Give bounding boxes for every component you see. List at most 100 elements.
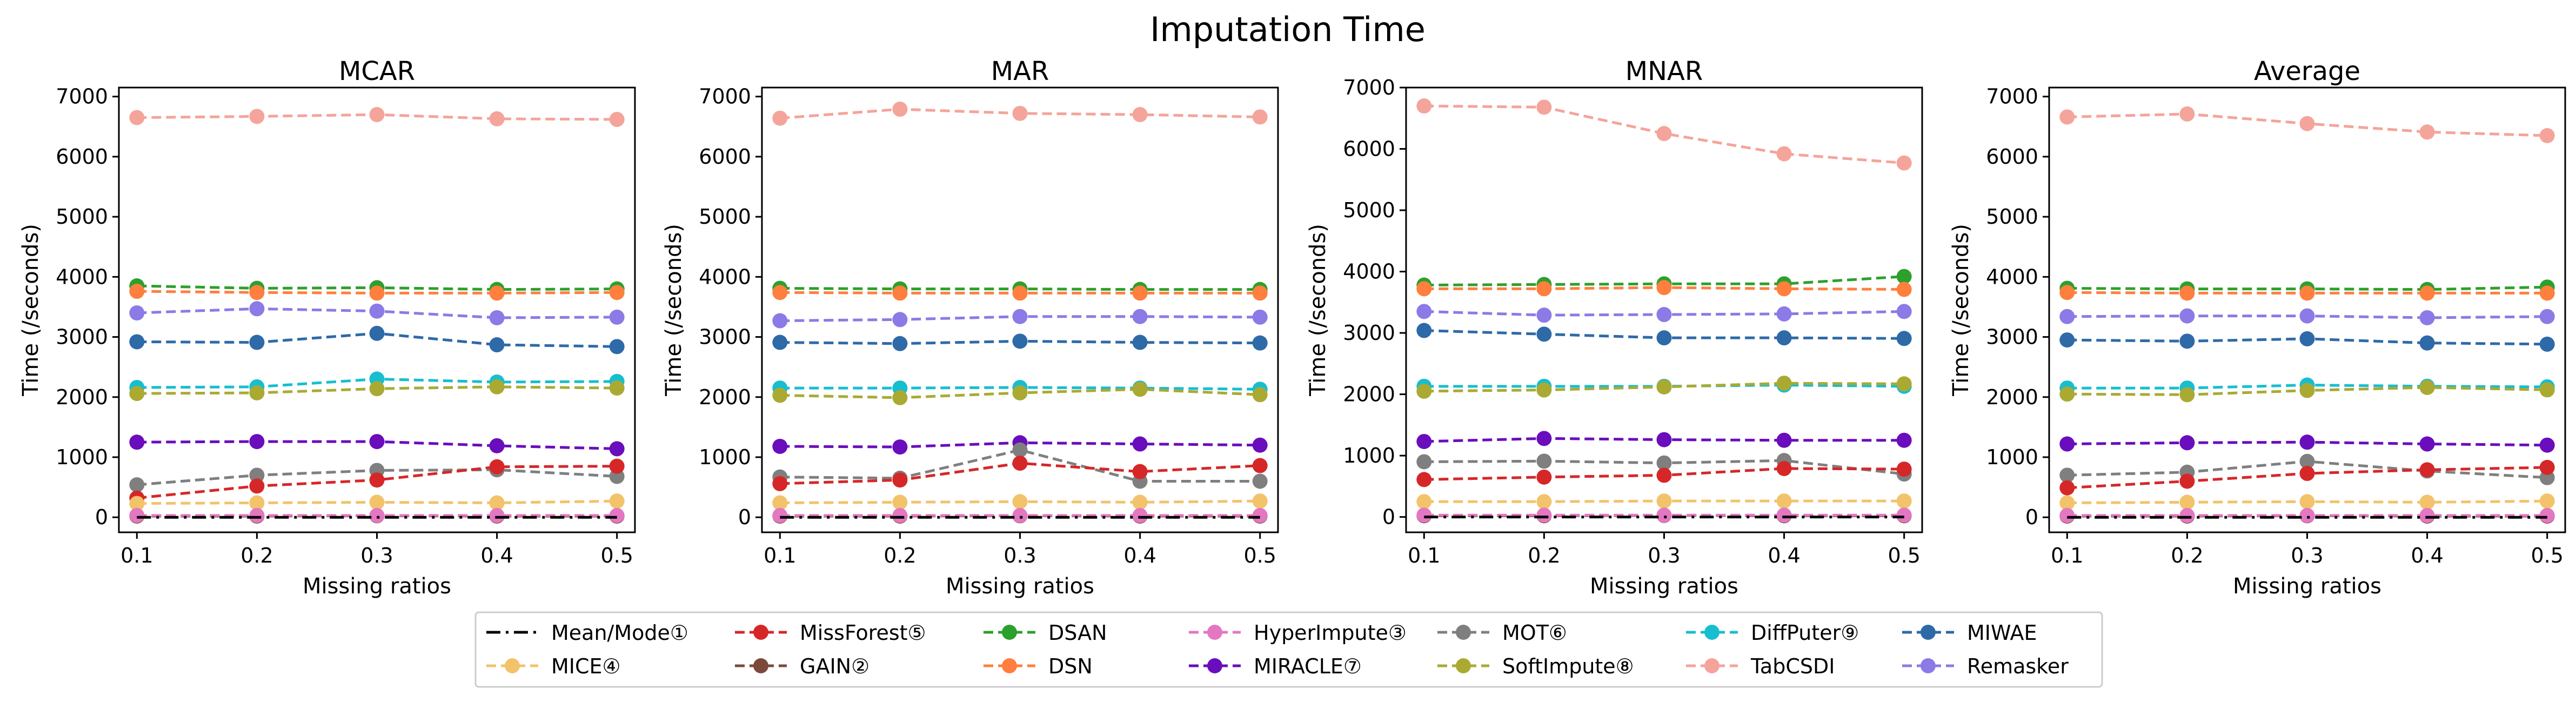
data-point-dsn bbox=[1252, 285, 1268, 301]
data-point-missforest bbox=[892, 472, 908, 488]
series-hyperimpute bbox=[129, 507, 625, 523]
data-point-missforest bbox=[489, 459, 505, 474]
y-tick-label: 6000 bbox=[699, 145, 751, 169]
data-point-miracle bbox=[2539, 437, 2555, 453]
data-point-mot bbox=[1656, 455, 1672, 471]
data-point-hyperimpute bbox=[2299, 507, 2315, 523]
data-point-miwae bbox=[892, 336, 908, 351]
data-point-remasker bbox=[1416, 304, 1432, 319]
x-tick-label: 0.5 bbox=[2531, 544, 2563, 567]
series-dsn bbox=[2059, 285, 2555, 301]
legend-label: MIRACLE⑦ bbox=[1254, 654, 1362, 678]
series-hyperimpute bbox=[1416, 507, 1912, 523]
data-point-miracle bbox=[2179, 435, 2195, 451]
data-point-miwae bbox=[1252, 335, 1268, 351]
data-point-hyperimpute bbox=[1012, 507, 1028, 523]
data-point-remasker bbox=[609, 309, 625, 325]
legend-marker-diffputer bbox=[1704, 625, 1719, 640]
data-point-remasker bbox=[1896, 304, 1912, 319]
data-point-hyperimpute bbox=[1132, 507, 1148, 523]
data-point-mice bbox=[1252, 493, 1268, 509]
y-tick-label: 1000 bbox=[56, 445, 108, 469]
x-tick-label: 0.4 bbox=[2411, 544, 2443, 567]
data-point-hyperimpute bbox=[2419, 507, 2435, 523]
y-tick-label: 2000 bbox=[1343, 383, 1395, 406]
data-point-hyperimpute bbox=[1896, 507, 1912, 523]
data-point-miwae bbox=[1416, 323, 1432, 338]
data-point-miwae bbox=[1536, 326, 1552, 342]
data-point-mice bbox=[489, 495, 505, 511]
series-softimpute bbox=[772, 382, 1268, 405]
chart-panel-mar: MAR 0.1 0.2 0.3 0.4 0.5 0 1000 2000 3000 4000 5000 6… bbox=[661, 56, 1279, 599]
data-point-dsn bbox=[1012, 285, 1028, 301]
data-point-dsn bbox=[1416, 281, 1432, 297]
data-point-tabcsdi bbox=[2539, 128, 2555, 143]
data-point-dsn bbox=[249, 285, 265, 300]
series-tabcsdi bbox=[772, 102, 1268, 126]
data-point-remasker bbox=[772, 313, 788, 329]
data-point-hyperimpute bbox=[772, 507, 788, 523]
legend-label: DSAN bbox=[1048, 621, 1107, 645]
legend-marker-gain bbox=[753, 658, 768, 673]
data-point-tabcsdi bbox=[1252, 109, 1268, 125]
legend-item-miracle: MIRACLE⑦ bbox=[1189, 654, 1362, 678]
data-point-hyperimpute bbox=[609, 507, 625, 523]
y-tick-label: 1000 bbox=[1343, 444, 1395, 467]
data-point-softimpute bbox=[1536, 382, 1552, 398]
data-point-miwae bbox=[249, 335, 265, 350]
x-tick-label: 0.4 bbox=[1768, 544, 1800, 567]
legend-label: MissForest⑤ bbox=[800, 621, 926, 645]
data-point-miwae bbox=[2059, 332, 2075, 348]
data-point-miracle bbox=[1776, 432, 1792, 448]
data-point-mot bbox=[1536, 453, 1552, 469]
series-dsn bbox=[772, 285, 1268, 301]
data-point-miracle bbox=[1536, 431, 1552, 446]
data-point-hyperimpute bbox=[1252, 507, 1268, 523]
panel-title: Average bbox=[2254, 56, 2360, 86]
data-point-softimpute bbox=[1132, 382, 1148, 397]
axes-frame bbox=[761, 86, 1279, 533]
data-point-miwae bbox=[2419, 335, 2435, 351]
data-point-miracle bbox=[772, 438, 788, 454]
data-point-remasker bbox=[892, 312, 908, 327]
data-point-remasker bbox=[129, 305, 145, 321]
data-point-hyperimpute bbox=[249, 507, 265, 523]
data-point-missforest bbox=[1896, 462, 1912, 477]
data-point-miracle bbox=[609, 441, 625, 457]
data-point-remasker bbox=[2059, 309, 2075, 324]
data-point-remasker bbox=[1252, 309, 1268, 325]
data-point-remasker bbox=[1132, 309, 1148, 324]
series-miwae bbox=[1416, 323, 1912, 346]
x-tick-label: 0.3 bbox=[1003, 544, 1036, 567]
data-point-softimpute bbox=[2419, 379, 2435, 395]
data-point-mot bbox=[2299, 453, 2315, 469]
panel-title: MAR bbox=[991, 56, 1049, 86]
data-point-missforest bbox=[1416, 472, 1432, 487]
data-point-tabcsdi bbox=[489, 111, 505, 126]
series-missforest bbox=[129, 458, 625, 506]
series-missforest bbox=[772, 456, 1268, 491]
data-point-missforest bbox=[1132, 464, 1148, 479]
x-tick-label: 0.5 bbox=[1243, 544, 1276, 567]
data-point-miracle bbox=[1896, 432, 1912, 448]
x-axis-label: Missing ratios bbox=[946, 574, 1094, 599]
data-point-softimpute bbox=[2299, 383, 2315, 398]
data-point-softimpute bbox=[1656, 379, 1672, 395]
x-tick-label: 0.5 bbox=[600, 544, 633, 567]
data-point-missforest bbox=[1012, 456, 1028, 471]
data-point-mice bbox=[369, 494, 385, 510]
series-mot bbox=[2059, 453, 2555, 485]
chart-panels: MCAR 0.1 0.2 0.3 0.4 0.5 0 1000 2000 3000 4000 5000… bbox=[18, 56, 2566, 599]
data-point-miwae bbox=[1656, 330, 1672, 346]
series-miwae bbox=[772, 333, 1268, 351]
legend-label: GAIN② bbox=[800, 654, 869, 678]
figure-title: Imputation Time bbox=[1150, 10, 1426, 49]
data-point-missforest bbox=[2179, 473, 2195, 489]
legend-marker-miracle bbox=[1207, 658, 1222, 673]
data-point-miwae bbox=[2179, 333, 2195, 349]
data-point-dsn bbox=[609, 285, 625, 300]
data-point-miwae bbox=[772, 335, 788, 350]
data-point-remasker bbox=[2179, 308, 2195, 324]
data-point-miwae bbox=[1012, 333, 1028, 349]
data-point-hyperimpute bbox=[369, 507, 385, 523]
